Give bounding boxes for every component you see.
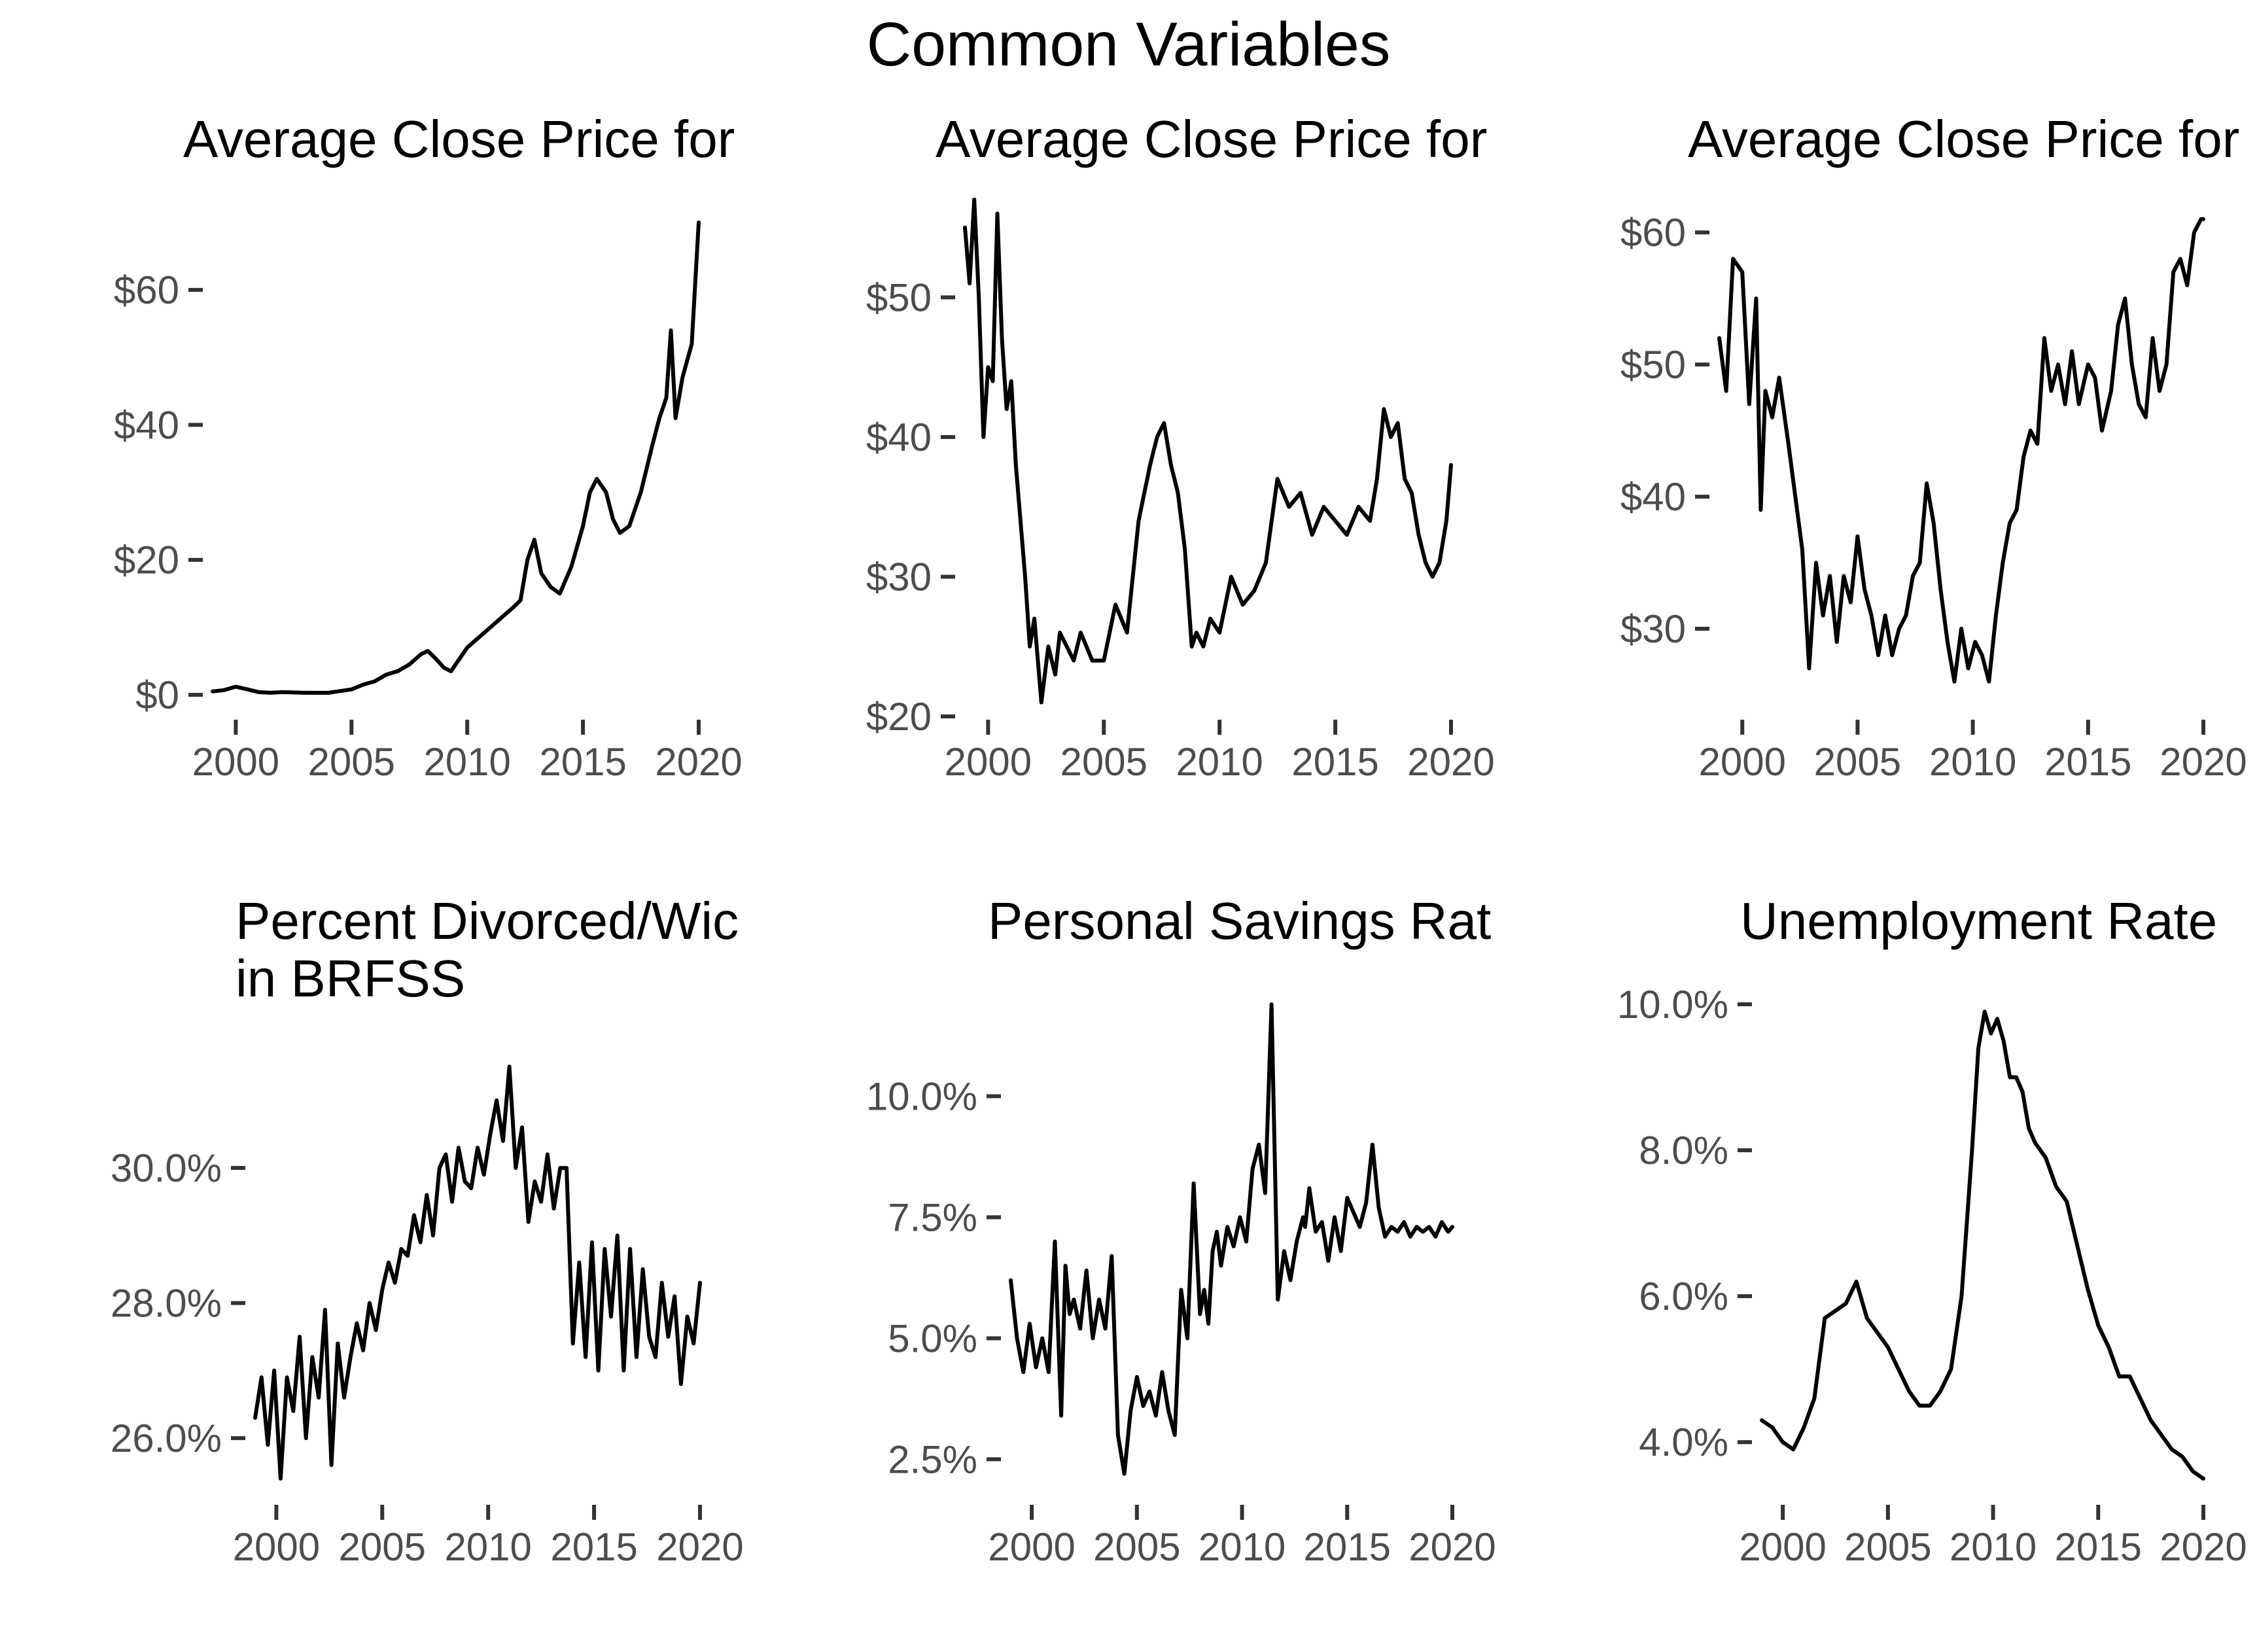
panel-1: Average Close Price for $0 $20 $40 $60 2000…: [114, 110, 743, 784]
x-tick-label: 2020: [2160, 740, 2247, 784]
x-tick-label: 2000: [1739, 1525, 1826, 1569]
panel-4-title-line-1: Percent Divorced/Wic: [236, 892, 739, 950]
x-tick-label: 2010: [1950, 1525, 2037, 1569]
series-line: [1760, 1010, 2205, 1481]
y-tick-label: $50: [1620, 343, 1686, 387]
y-tick-label: 10.0%: [866, 1075, 977, 1119]
x-tick-label: 2020: [656, 1525, 743, 1569]
panel-4-x-axis: 2000 2005 2010 2015 2020: [233, 1505, 744, 1569]
x-tick-label: 2005: [1844, 1525, 1931, 1569]
panel-3-plot-area: [1717, 217, 2205, 684]
y-tick-label: $30: [1620, 607, 1686, 651]
panel-3-x-axis: 2000 2005 2010 2015 2020: [1698, 720, 2247, 784]
y-tick-label: 26.0%: [111, 1416, 222, 1460]
x-tick-label: 2020: [655, 740, 742, 784]
x-tick-label: 2010: [423, 740, 510, 784]
panel-1-title: Average Close Price for: [183, 110, 735, 168]
x-tick-label: 2010: [1929, 740, 2016, 784]
y-tick-label: $0: [135, 673, 179, 717]
y-tick-label: $60: [1620, 211, 1686, 255]
y-tick-label: 10.0%: [1617, 983, 1728, 1027]
y-tick-label: 8.0%: [1639, 1129, 1728, 1172]
y-tick-label: $40: [1620, 475, 1686, 519]
y-tick-label: 2.5%: [888, 1437, 977, 1481]
panel-4-title: Percent Divorced/Wic in BRFSS: [236, 892, 753, 1008]
x-tick-label: 2000: [192, 740, 279, 784]
panel-5-title: Personal Savings Rat: [988, 892, 1491, 950]
figure-title: Common Variables: [867, 10, 1391, 79]
series-line: [253, 1064, 702, 1481]
panel-2-x-axis: 2000 2005 2010 2015 2020: [945, 720, 1495, 784]
x-tick-label: 2005: [1093, 1525, 1180, 1569]
y-tick-label: $30: [866, 555, 932, 599]
x-tick-label: 2020: [2160, 1525, 2247, 1569]
y-tick-label: 6.0%: [1639, 1274, 1728, 1318]
y-tick-label: $40: [114, 403, 179, 447]
x-tick-label: 2015: [2055, 1525, 2142, 1569]
x-tick-label: 2020: [1408, 1525, 1496, 1569]
series-line: [1009, 1002, 1454, 1476]
y-tick-label: 28.0%: [111, 1282, 222, 1326]
y-tick-label: $40: [866, 415, 932, 459]
y-tick-label: 30.0%: [111, 1146, 222, 1190]
x-tick-label: 2010: [1176, 740, 1263, 784]
panel-1-x-axis: 2000 2005 2010 2015 2020: [192, 720, 743, 784]
x-tick-label: 2000: [233, 1525, 320, 1569]
y-tick-label: $50: [866, 275, 932, 319]
x-tick-label: 2000: [945, 740, 1032, 784]
panel-2-title: Average Close Price for: [936, 110, 1487, 168]
panel-2: Average Close Price for $20 $30 $40 $50 200…: [866, 110, 1495, 784]
panel-1-y-axis: $0 $20 $40 $60: [114, 268, 203, 717]
x-tick-label: 2010: [444, 1525, 531, 1569]
x-tick-label: 2015: [550, 1525, 637, 1569]
x-tick-label: 2005: [308, 740, 395, 784]
series-line: [963, 198, 1453, 705]
x-tick-label: 2005: [1814, 740, 1901, 784]
panel-2-y-axis: $20 $30 $40 $50: [866, 275, 955, 739]
x-tick-label: 2000: [988, 1525, 1075, 1569]
panel-6-plot-area: [1760, 1010, 2205, 1481]
y-tick-label: $60: [114, 268, 179, 312]
y-tick-label: 5.0%: [888, 1316, 977, 1360]
panel-3: Average Close Price for $30 $40 $50 $60 200…: [1620, 110, 2247, 784]
panel-5-x-axis: 2000 2005 2010 2015 2020: [988, 1505, 1496, 1569]
x-tick-label: 2015: [1304, 1525, 1391, 1569]
panel-5-y-axis: 2.5% 5.0% 7.5% 10.0%: [866, 1075, 1001, 1481]
panel-4: Percent Divorced/Wic in BRFSS 26.0% 28.0%…: [111, 892, 753, 1569]
series-line: [1717, 217, 2205, 684]
panel-6-x-axis: 2000 2005 2010 2015 2020: [1739, 1505, 2247, 1569]
x-tick-label: 2000: [1698, 740, 1785, 784]
panel-4-plot-area: [253, 1064, 702, 1481]
panel-2-plot-area: [963, 198, 1453, 705]
x-tick-label: 2015: [2044, 740, 2131, 784]
panel-4-title-line-2: in BRFSS: [236, 949, 465, 1008]
x-tick-label: 2015: [1291, 740, 1378, 784]
panel-5: Personal Savings Rat 2.5% 5.0% 7.5% 10.0% 2…: [866, 892, 1496, 1569]
x-tick-label: 2005: [339, 1525, 426, 1569]
y-tick-label: $20: [114, 538, 179, 582]
panel-5-plot-area: [1009, 1002, 1454, 1476]
panel-6: Unemployment Rate 4.0% 6.0% 8.0% 10.0% 2000…: [1617, 892, 2247, 1569]
panel-6-y-axis: 4.0% 6.0% 8.0% 10.0%: [1617, 983, 1752, 1464]
x-tick-label: 2010: [1198, 1525, 1286, 1569]
panel-1-plot-area: [211, 220, 701, 695]
y-tick-label: $20: [866, 695, 932, 739]
panel-4-y-axis: 26.0% 28.0% 30.0%: [111, 1146, 245, 1460]
x-tick-label: 2005: [1060, 740, 1147, 784]
y-tick-label: 7.5%: [888, 1196, 977, 1240]
x-tick-label: 2015: [539, 740, 626, 784]
series-line: [211, 220, 701, 695]
panel-6-title: Unemployment Rate: [1740, 892, 2217, 950]
y-tick-label: 4.0%: [1639, 1420, 1728, 1464]
x-tick-label: 2020: [1407, 740, 1494, 784]
panel-3-title: Average Close Price for: [1688, 110, 2239, 168]
panel-3-y-axis: $30 $40 $50 $60: [1620, 211, 1709, 651]
